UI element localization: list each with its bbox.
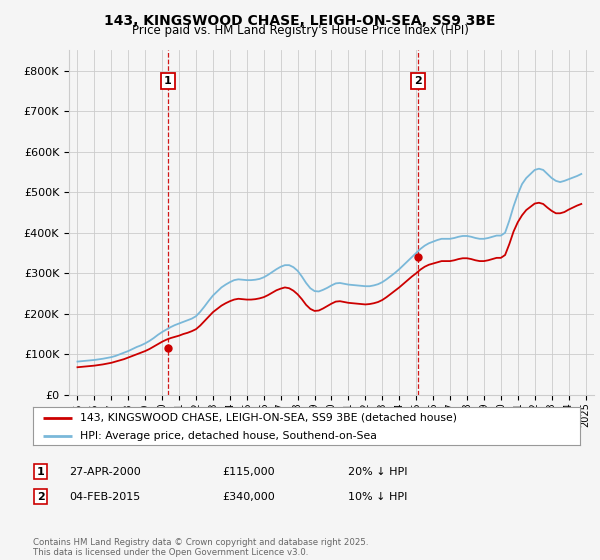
Text: £340,000: £340,000	[222, 492, 275, 502]
Text: 2: 2	[37, 492, 44, 502]
Text: 10% ↓ HPI: 10% ↓ HPI	[348, 492, 407, 502]
Text: 143, KINGSWOOD CHASE, LEIGH-ON-SEA, SS9 3BE: 143, KINGSWOOD CHASE, LEIGH-ON-SEA, SS9 …	[104, 14, 496, 28]
Text: 143, KINGSWOOD CHASE, LEIGH-ON-SEA, SS9 3BE (detached house): 143, KINGSWOOD CHASE, LEIGH-ON-SEA, SS9 …	[80, 413, 457, 423]
Text: HPI: Average price, detached house, Southend-on-Sea: HPI: Average price, detached house, Sout…	[80, 431, 376, 441]
Text: Contains HM Land Registry data © Crown copyright and database right 2025.
This d: Contains HM Land Registry data © Crown c…	[33, 538, 368, 557]
Text: 27-APR-2000: 27-APR-2000	[69, 466, 141, 477]
Text: 1: 1	[164, 76, 172, 86]
Text: £115,000: £115,000	[222, 466, 275, 477]
Text: 2: 2	[414, 76, 422, 86]
Text: 20% ↓ HPI: 20% ↓ HPI	[348, 466, 407, 477]
Text: Price paid vs. HM Land Registry's House Price Index (HPI): Price paid vs. HM Land Registry's House …	[131, 24, 469, 37]
Text: 04-FEB-2015: 04-FEB-2015	[69, 492, 140, 502]
Text: 1: 1	[37, 466, 44, 477]
